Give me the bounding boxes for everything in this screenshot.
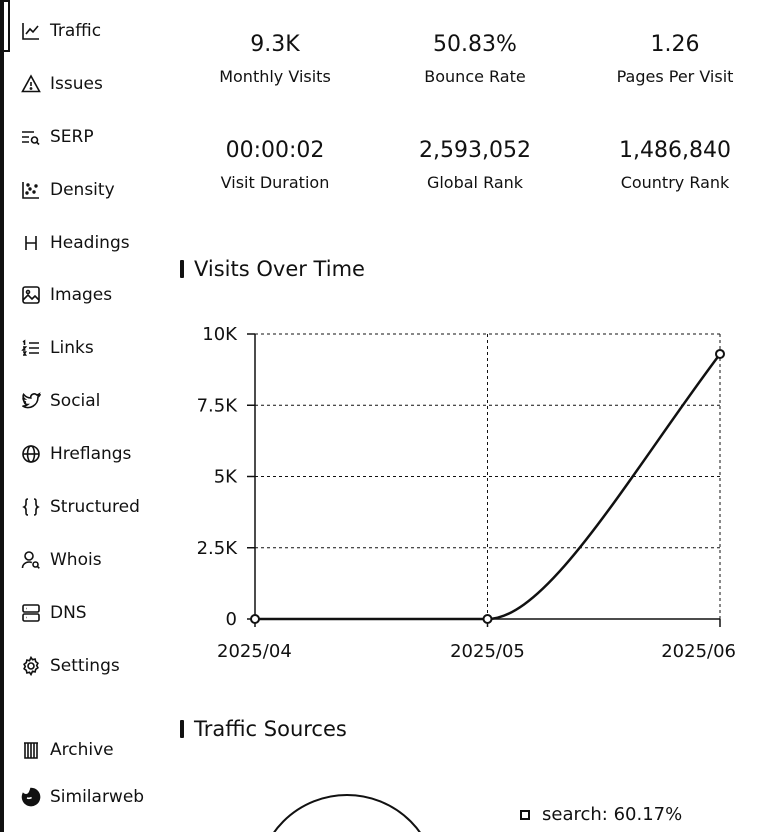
stat-pages-per-visit: 1.26 Pages Per Visit: [575, 32, 775, 86]
similarweb-icon: [20, 786, 42, 808]
sidebar-item-label: DNS: [50, 603, 87, 623]
sidebar: Traffic Issues SERP Density Headings Ima…: [0, 0, 170, 832]
data-point: [250, 614, 260, 624]
stat-visit-duration: 00:00:02 Visit Duration: [175, 138, 375, 192]
sidebar-item-traffic[interactable]: Traffic: [20, 18, 101, 44]
sidebar-item-archive[interactable]: Archive: [20, 737, 114, 763]
sidebar-item-label: Social: [50, 391, 101, 411]
y-tick-label: 0: [226, 609, 237, 630]
stat-value: 9.3K: [250, 32, 300, 57]
sidebar-item-label: SERP: [50, 127, 94, 147]
stat-value: 1,486,840: [619, 138, 731, 163]
visits-chart: 0 2.5K 5K 7.5K 10K 2025/04 2025/05 2025/06: [170, 310, 770, 670]
sidebar-item-structured[interactable]: Structured: [20, 494, 140, 520]
stat-country-rank: 1,486,840 Country Rank: [575, 138, 775, 192]
section-marker: [180, 260, 184, 278]
stat-label: Visit Duration: [220, 173, 330, 192]
visits-chart-svg: 0 2.5K 5K 7.5K 10K 2025/04 2025/05 2025/06: [197, 324, 736, 662]
series-line: [255, 353, 722, 621]
numbered-list-icon: [20, 337, 42, 359]
pie-slice-search: [273, 794, 421, 832]
sidebar-item-whois[interactable]: Whois: [20, 547, 102, 573]
section-title-visits: Visits Over Time: [180, 257, 365, 281]
server-icon: [20, 602, 42, 624]
active-indicator: [4, 0, 10, 52]
edge-bar: [0, 0, 4, 832]
sidebar-item-label: Images: [50, 285, 113, 305]
section-title-sources: Traffic Sources: [180, 717, 347, 741]
sidebar-item-label: Structured: [50, 497, 140, 517]
stat-label: Pages Per Visit: [616, 67, 734, 86]
sidebar-item-images[interactable]: Images: [20, 282, 112, 308]
sidebar-item-hreflangs[interactable]: Hreflangs: [20, 441, 131, 467]
y-tick-label: 2.5K: [197, 538, 239, 559]
twitter-icon: [20, 390, 42, 412]
legend-label: search: 60.17%: [542, 804, 683, 825]
y-tick-label: 7.5K: [197, 395, 239, 416]
stat-value: 1.26: [650, 32, 700, 57]
section-title-text: Traffic Sources: [194, 717, 347, 741]
sidebar-item-label: Links: [50, 338, 94, 358]
x-tick-label: 2025/05: [450, 641, 525, 662]
data-point: [715, 348, 725, 359]
stat-label: Global Rank: [426, 173, 524, 192]
sidebar-item-settings[interactable]: Settings: [20, 653, 120, 679]
user-search-icon: [20, 549, 42, 571]
sidebar-item-issues[interactable]: Issues: [20, 71, 103, 97]
sidebar-item-label: Headings: [50, 233, 130, 253]
legend-item-search[interactable]: search: 60.17%: [520, 804, 682, 825]
x-tick-label: 2025/06: [661, 641, 736, 662]
y-tick-label: 10K: [202, 324, 238, 345]
stat-bounce-rate: 50.83% Bounce Rate: [375, 32, 575, 86]
stat-label: Bounce Rate: [424, 67, 526, 86]
sidebar-item-serp[interactable]: SERP: [20, 124, 94, 150]
sidebar-item-similarweb[interactable]: Similarweb: [20, 784, 144, 810]
list-search-icon: [20, 126, 42, 148]
sidebar-item-label: Settings: [50, 656, 120, 676]
gear-icon: [20, 655, 42, 677]
scatter-icon: [20, 179, 42, 201]
sidebar-item-label: Whois: [50, 550, 102, 570]
sidebar-item-label: Archive: [50, 740, 114, 760]
section-title-text: Visits Over Time: [194, 257, 365, 281]
stat-global-rank: 2,593,052 Global Rank: [375, 138, 575, 192]
globe-icon: [20, 443, 42, 465]
sidebar-item-social[interactable]: Social: [20, 388, 100, 414]
y-tick-label: 5K: [214, 467, 238, 488]
stat-monthly-visits: 9.3K Monthly Visits: [175, 32, 375, 86]
archive-icon: [20, 739, 42, 761]
stat-value: 50.83%: [433, 32, 517, 57]
warning-icon: [20, 73, 42, 95]
braces-icon: [20, 496, 42, 518]
sidebar-item-dns[interactable]: DNS: [20, 600, 87, 626]
stat-label: Monthly Visits: [219, 67, 331, 86]
sidebar-item-label: Traffic: [50, 21, 102, 41]
sidebar-item-label: Hreflangs: [50, 444, 132, 464]
section-marker: [180, 720, 184, 738]
sidebar-item-label: Issues: [50, 74, 103, 94]
stat-value: 00:00:02: [225, 138, 325, 163]
legend-swatch: [520, 809, 530, 820]
sidebar-item-label: Density: [50, 180, 115, 200]
trend-chart-icon: [20, 20, 42, 42]
traffic-sources-pie: [250, 790, 450, 832]
stat-label: Country Rank: [620, 173, 730, 192]
image-icon: [20, 284, 42, 306]
heading-icon: [20, 232, 42, 254]
x-tick-label: 2025/04: [217, 641, 292, 662]
stat-value: 2,593,052: [419, 138, 531, 163]
sidebar-item-headings[interactable]: Headings: [20, 230, 130, 256]
data-point: [482, 614, 493, 624]
sidebar-item-density[interactable]: Density: [20, 177, 115, 203]
sidebar-item-label: Similarweb: [50, 787, 145, 807]
sidebar-item-links[interactable]: Links: [20, 335, 94, 361]
